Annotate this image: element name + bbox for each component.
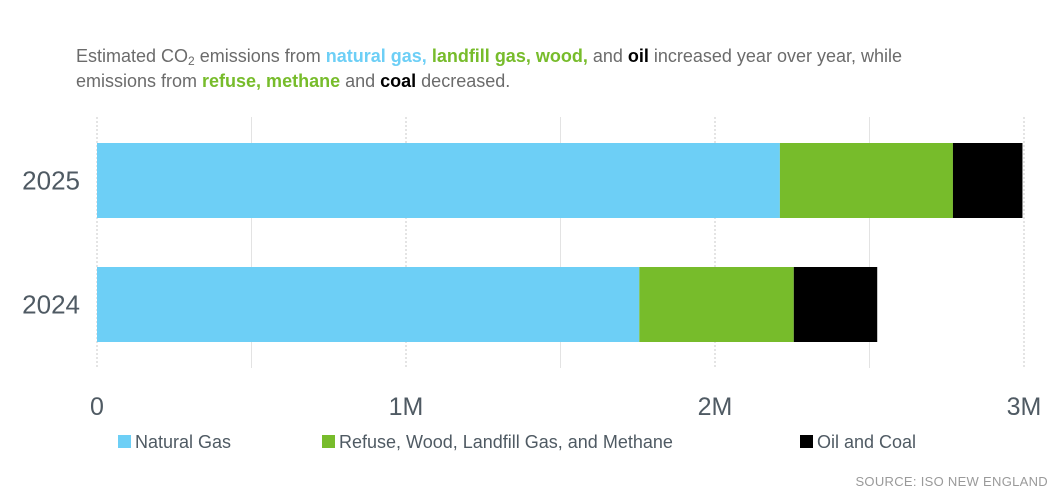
legend-label: Natural Gas [135,432,231,452]
subtitle-segment: and [587,46,628,66]
chart-subtitle: Estimated CO2 emissions from natural gas… [76,44,1046,94]
subtitle-segment: coal [380,71,417,91]
bar-2024-series-2 [793,267,878,342]
legend-swatch [118,435,131,448]
subtitle-segment: emissions from [194,46,326,66]
bar-2025-series-0 [97,143,780,218]
subtitle-segment: and [340,71,381,91]
legend-swatch [800,435,813,448]
x-tick-label: 3M [1007,393,1042,421]
bar-2024-series-1 [639,267,794,342]
bar-2025-series-2 [952,143,1023,218]
x-tick-label: 0 [90,393,104,421]
subtitle-segment: natural gas, [325,46,427,66]
legend-swatch [322,435,335,448]
bar-2024-series-0 [97,267,640,342]
subtitle-segment: landfill gas, wood, [431,46,588,66]
subtitle-segment: Estimated CO [76,46,189,66]
subtitle-line-2: emissions from refuse, methane and coal … [76,69,1046,94]
subtitle-line-1: Estimated CO2 emissions from natural gas… [76,44,1046,69]
legend-label: Refuse, Wood, Landfill Gas, and Methane [339,432,673,452]
subtitle-segment: refuse, methane [202,71,341,91]
legend-label: Oil and Coal [817,432,916,452]
subtitle-segment: 2 [188,54,195,68]
category-label: 2025 [22,166,80,196]
x-tick-label: 2M [698,393,733,421]
bar-2025-series-1 [779,143,953,218]
subtitle-segment: increased year over year, while [648,46,902,66]
subtitle-segment: decreased. [416,71,511,91]
subtitle-segment: oil [627,46,649,66]
category-label: 2024 [22,290,80,320]
source-note: SOURCE: ISO NEW ENGLAND [855,474,1048,489]
subtitle-segment: emissions from [76,71,203,91]
x-tick-label: 1M [389,393,424,421]
